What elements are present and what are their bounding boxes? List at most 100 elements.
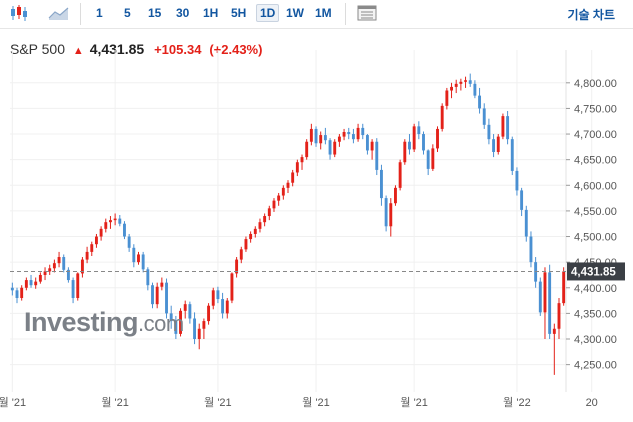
candle-body xyxy=(80,259,84,274)
y-tick-label: 4,600.00 xyxy=(574,180,617,192)
candle-body xyxy=(141,254,145,270)
toolbar-separator xyxy=(345,3,346,25)
candle-body xyxy=(207,305,211,322)
candle-body xyxy=(249,233,253,240)
price-change: +105.34 xyxy=(154,42,202,57)
candle-body xyxy=(104,222,108,229)
candle-body xyxy=(211,290,215,306)
candle-body xyxy=(492,139,496,152)
investing-logo: Investing.com xyxy=(24,307,184,338)
y-tick-label: 4,300.00 xyxy=(574,334,617,346)
y-tick-label: 4,400.00 xyxy=(574,283,617,295)
candle-body xyxy=(277,195,281,201)
chart-toolbar: 1 5 15 30 1H 5H 1D 1W 1M 기술 차트 xyxy=(0,0,633,29)
y-tick-label: 4,500.00 xyxy=(574,232,617,244)
x-tick-label: 월 '22 xyxy=(503,396,531,409)
timeframe-1min[interactable]: 1 xyxy=(96,6,103,20)
y-tick-label: 4,250.00 xyxy=(574,360,617,372)
candle-body xyxy=(468,80,472,84)
candle-body xyxy=(450,86,453,91)
candle-body xyxy=(436,128,439,149)
x-tick-label: 월 '21 xyxy=(302,396,330,409)
chart-grid xyxy=(10,50,593,392)
candle-body xyxy=(323,135,327,141)
timeframe-1w[interactable]: 1W xyxy=(286,6,304,20)
candle-body xyxy=(71,280,75,299)
candle-body xyxy=(10,287,14,291)
x-tick-label: 월 '21 xyxy=(400,396,428,409)
timeframe-30min[interactable]: 30 xyxy=(176,6,190,20)
timeframe-5min[interactable]: 5 xyxy=(124,6,131,20)
candlestick-type-icon[interactable] xyxy=(8,4,30,22)
candle-body xyxy=(482,108,486,125)
candle-body xyxy=(552,328,556,334)
candle-body xyxy=(356,127,360,140)
candle-body xyxy=(188,304,192,319)
logo-suffix: .com xyxy=(138,311,184,336)
candle-body xyxy=(295,162,299,173)
candle-body xyxy=(496,136,500,152)
candle-body xyxy=(384,198,388,227)
candle-body xyxy=(258,222,262,229)
candle-body xyxy=(361,127,365,136)
candle-body xyxy=(398,162,402,188)
candle-body xyxy=(524,209,528,237)
timeframe-1m[interactable]: 1M xyxy=(315,6,332,20)
candle-body xyxy=(24,280,28,288)
candle-body xyxy=(422,134,425,151)
candle-body xyxy=(127,236,131,248)
candle-body xyxy=(113,218,117,221)
candle-body xyxy=(300,157,304,163)
up-arrow-icon: ▲ xyxy=(72,45,84,57)
candle-body xyxy=(216,290,220,300)
candle-body xyxy=(394,187,397,204)
candle-body xyxy=(123,223,126,237)
candle-body xyxy=(183,304,187,311)
candle-body xyxy=(445,90,449,106)
candle-body xyxy=(557,303,561,329)
timeframe-1d[interactable]: 1D xyxy=(256,4,280,22)
candle-body xyxy=(515,170,519,191)
candle-body xyxy=(34,281,38,286)
candle-body xyxy=(281,187,285,196)
candle-body xyxy=(165,282,168,314)
y-axis: 4,250.004,300.004,350.004,400.004,450.00… xyxy=(565,50,617,392)
timeframe-15min[interactable]: 15 xyxy=(148,6,162,20)
area-chart-type-icon[interactable] xyxy=(48,4,70,22)
candle-body xyxy=(225,300,229,314)
candle-body xyxy=(501,116,505,137)
timeframe-1h[interactable]: 1H xyxy=(203,6,219,20)
candle-body xyxy=(85,251,89,260)
candle-body xyxy=(309,128,313,142)
candle-body xyxy=(29,280,33,286)
candle-body xyxy=(151,285,154,305)
y-tick-label: 4,650.00 xyxy=(574,155,617,167)
candle-body xyxy=(230,273,234,301)
candle-body xyxy=(529,236,533,263)
indicator-table-icon[interactable] xyxy=(356,4,378,22)
timeframe-5h[interactable]: 5H xyxy=(231,6,247,20)
candle-body xyxy=(347,132,351,135)
candle-body xyxy=(426,150,430,169)
candle-body xyxy=(506,116,510,140)
x-tick-label: 월 '21 xyxy=(204,396,232,409)
candle-body xyxy=(239,249,243,260)
candle-body xyxy=(179,310,182,334)
candle-body xyxy=(137,254,140,263)
candle-body xyxy=(52,263,56,269)
candle-body xyxy=(169,313,173,322)
candle-body xyxy=(408,141,411,150)
candle-body xyxy=(62,257,66,270)
candle-body xyxy=(193,318,197,340)
candle-body xyxy=(90,244,94,252)
candle-body xyxy=(543,272,547,313)
candle-body xyxy=(375,141,379,170)
tech-chart-link[interactable]: 기술 차트 xyxy=(567,8,616,22)
price-chart[interactable]: 4,250.004,300.004,350.004,400.004,450.00… xyxy=(0,30,633,422)
candle-body xyxy=(473,83,477,96)
last-price-tag-label: 4,431.85 xyxy=(571,266,616,278)
candle-body xyxy=(20,287,24,299)
x-tick-label: 월 '21 xyxy=(101,396,129,409)
candle-body xyxy=(57,257,61,264)
y-tick-label: 4,750.00 xyxy=(574,103,617,115)
